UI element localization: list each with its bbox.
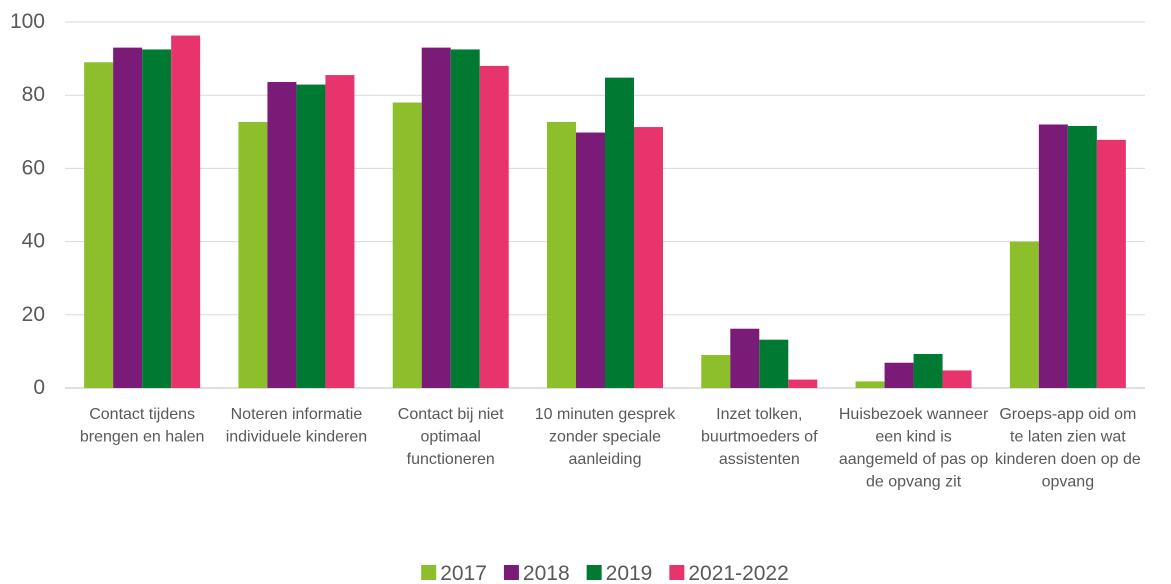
bar — [759, 339, 789, 388]
y-tick-label: 20 — [22, 303, 45, 326]
label-line: assistenten — [719, 451, 800, 468]
bar — [479, 65, 509, 389]
bar — [884, 362, 914, 388]
bar — [267, 82, 297, 389]
bar — [547, 121, 576, 388]
x-tick-label: 10 minuten gesprek zonder speciale aanleid… — [535, 406, 677, 468]
label-line: een kind is — [875, 429, 952, 446]
bar — [450, 49, 480, 388]
label-line: functioneren — [407, 451, 495, 468]
bar — [942, 370, 972, 388]
x-tick-label: Huisbezoek wanneer een kind is aangemeld o… — [839, 406, 989, 491]
legend-label: 2019 — [606, 562, 653, 584]
bar — [788, 379, 818, 388]
x-tick-label: Inzet tolken, buurtmoeders of assistenten — [701, 406, 818, 468]
y-tick-label: 40 — [22, 230, 45, 253]
bar — [634, 127, 663, 389]
bar — [84, 62, 114, 388]
label-line: de opvang zit — [866, 474, 962, 491]
bar — [1067, 125, 1097, 388]
y-tick-label: 0 — [33, 376, 45, 399]
bar — [1009, 241, 1039, 388]
legend-swatch — [503, 565, 519, 580]
label-line: 10 minuten gesprek — [535, 406, 677, 423]
bar — [171, 35, 201, 389]
bar — [113, 47, 143, 389]
label-line: Noteren informatie — [231, 406, 363, 423]
legend: 2017 2018 2019 2021-2022 — [421, 562, 789, 584]
bar — [1038, 124, 1068, 388]
label-line: aangemeld of pas op — [839, 451, 989, 468]
legend-swatch — [421, 565, 437, 580]
bar — [142, 49, 172, 388]
bar — [855, 381, 885, 388]
label-line: zonder speciale — [549, 429, 661, 446]
label-line: aanleiding — [569, 451, 642, 468]
label-line: te laten zien wat — [1010, 429, 1126, 446]
legend-label: 2021-2022 — [688, 562, 788, 584]
label-line: optimaal — [420, 429, 480, 446]
bar — [576, 132, 605, 388]
legend-swatch — [669, 565, 685, 580]
x-tick-label: Noteren informatie individuele kinderen — [226, 406, 367, 446]
label-line: brengen en halen — [80, 429, 205, 446]
label-line: buurtmoeders of — [701, 429, 818, 446]
bar — [421, 47, 451, 389]
label-line: Contact tijdens — [89, 406, 195, 423]
label-line: individuele kinderen — [226, 429, 367, 446]
bar — [701, 355, 731, 388]
bar — [605, 77, 634, 388]
label-line: Contact bij niet — [398, 406, 504, 423]
x-tick-label: Contact bij niet optimaal functioneren — [398, 406, 504, 468]
x-tick-label: Groeps-app oid om te laten zien wat kinder… — [995, 406, 1141, 491]
legend-label: 2017 — [440, 562, 487, 584]
bar — [296, 84, 326, 388]
y-tick-label: 80 — [22, 83, 45, 106]
bar — [1096, 139, 1126, 388]
bar — [730, 328, 760, 388]
x-tick-label: Contact tijdens brengen en halen — [80, 406, 205, 446]
bar — [325, 75, 355, 388]
y-tick-label: 100 — [10, 10, 45, 33]
bar — [913, 353, 943, 388]
label-line: opvang — [1042, 474, 1095, 491]
bar — [392, 102, 422, 389]
label-line: Huisbezoek wanneer — [839, 406, 989, 423]
legend-label: 2018 — [523, 562, 570, 584]
label-line: kinderen doen op de — [995, 451, 1141, 468]
label-line: Inzet tolken, — [716, 406, 802, 423]
label-line: Groeps-app oid om — [999, 406, 1136, 423]
bar — [238, 121, 268, 388]
y-tick-label: 60 — [22, 156, 45, 179]
legend-swatch — [586, 565, 602, 580]
